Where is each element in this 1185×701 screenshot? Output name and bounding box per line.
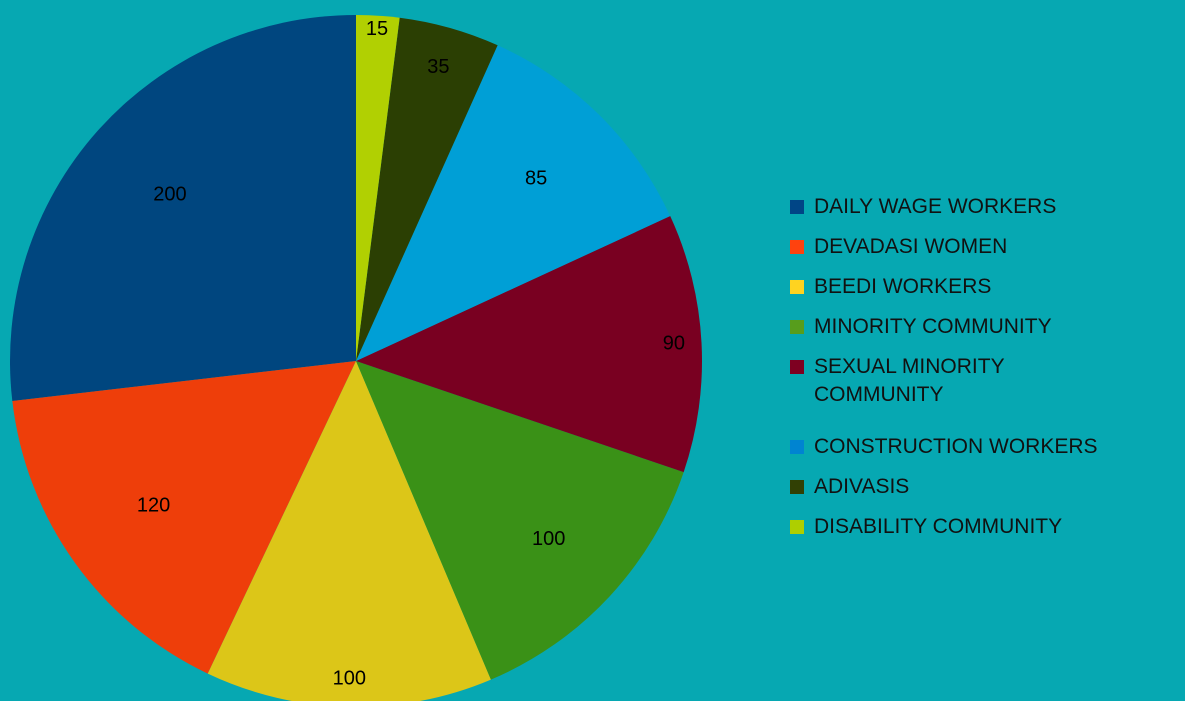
data-label-beedi-workers: 100 <box>333 668 366 690</box>
chart-legend: DAILY WAGE WORKERS DEVADASI WOMEN BEEDI … <box>790 193 1185 553</box>
legend-item-beedi-workers: BEEDI WORKERS <box>790 273 1185 313</box>
legend-swatch-minority-community <box>790 320 804 334</box>
legend-label-beedi-workers: BEEDI WORKERS <box>814 275 992 298</box>
legend-label-daily-wage-workers: DAILY WAGE WORKERS <box>814 195 1057 218</box>
legend-swatch-disability-community <box>790 520 804 534</box>
data-label-disability-community: 15 <box>366 18 388 40</box>
legend-swatch-sexual-minority-community <box>790 360 804 374</box>
pie-slice-adivasis <box>356 17 498 361</box>
pie-slice-beedi-workers <box>207 361 491 701</box>
legend-item-construction-workers: CONSTRUCTION WORKERS <box>790 433 1185 473</box>
legend-item-minority-community: MINORITY COMMUNITY <box>790 313 1185 353</box>
legend-item-daily-wage-workers: DAILY WAGE WORKERS <box>790 193 1185 233</box>
data-label-daily-wage-workers: 200 <box>153 184 186 206</box>
legend-label-disability-community: DISABILITY COMMUNITY <box>814 515 1063 538</box>
pie-slice-sexual-minority-community <box>356 216 702 473</box>
legend-label-construction-workers: CONSTRUCTION WORKERS <box>814 435 1098 458</box>
data-label-sexual-minority-community: 90 <box>663 333 685 355</box>
legend-label-devadasi-women: DEVADASI WOMEN <box>814 235 1008 258</box>
legend-label-sexual-minority-community: SEXUAL MINORITY COMMUNITY <box>814 355 1005 406</box>
legend-item-disability-community: DISABILITY COMMUNITY <box>790 513 1185 553</box>
data-label-adivasis: 35 <box>427 56 449 78</box>
pie-slice-construction-workers <box>356 45 671 362</box>
legend-swatch-devadasi-women <box>790 240 804 254</box>
data-label-construction-workers: 85 <box>525 167 547 189</box>
pie-slice-devadasi-women <box>12 361 356 674</box>
data-label-minority-community: 100 <box>532 528 565 550</box>
legend-item-sexual-minority-community: SEXUAL MINORITY COMMUNITY <box>790 353 1185 433</box>
legend-swatch-construction-workers <box>790 440 804 454</box>
data-label-devadasi-women: 120 <box>137 494 170 516</box>
legend-label-minority-community: MINORITY COMMUNITY <box>814 315 1052 338</box>
legend-swatch-beedi-workers <box>790 280 804 294</box>
legend-item-adivasis: ADIVASIS <box>790 473 1185 513</box>
pie-slice-minority-community <box>356 361 684 680</box>
legend-swatch-adivasis <box>790 480 804 494</box>
legend-swatch-daily-wage-workers <box>790 200 804 214</box>
pie-slice-disability-community <box>356 15 400 361</box>
legend-item-devadasi-women: DEVADASI WOMEN <box>790 233 1185 273</box>
legend-label-adivasis: ADIVASIS <box>814 475 910 498</box>
pie-slice-daily-wage-workers <box>9 15 356 402</box>
